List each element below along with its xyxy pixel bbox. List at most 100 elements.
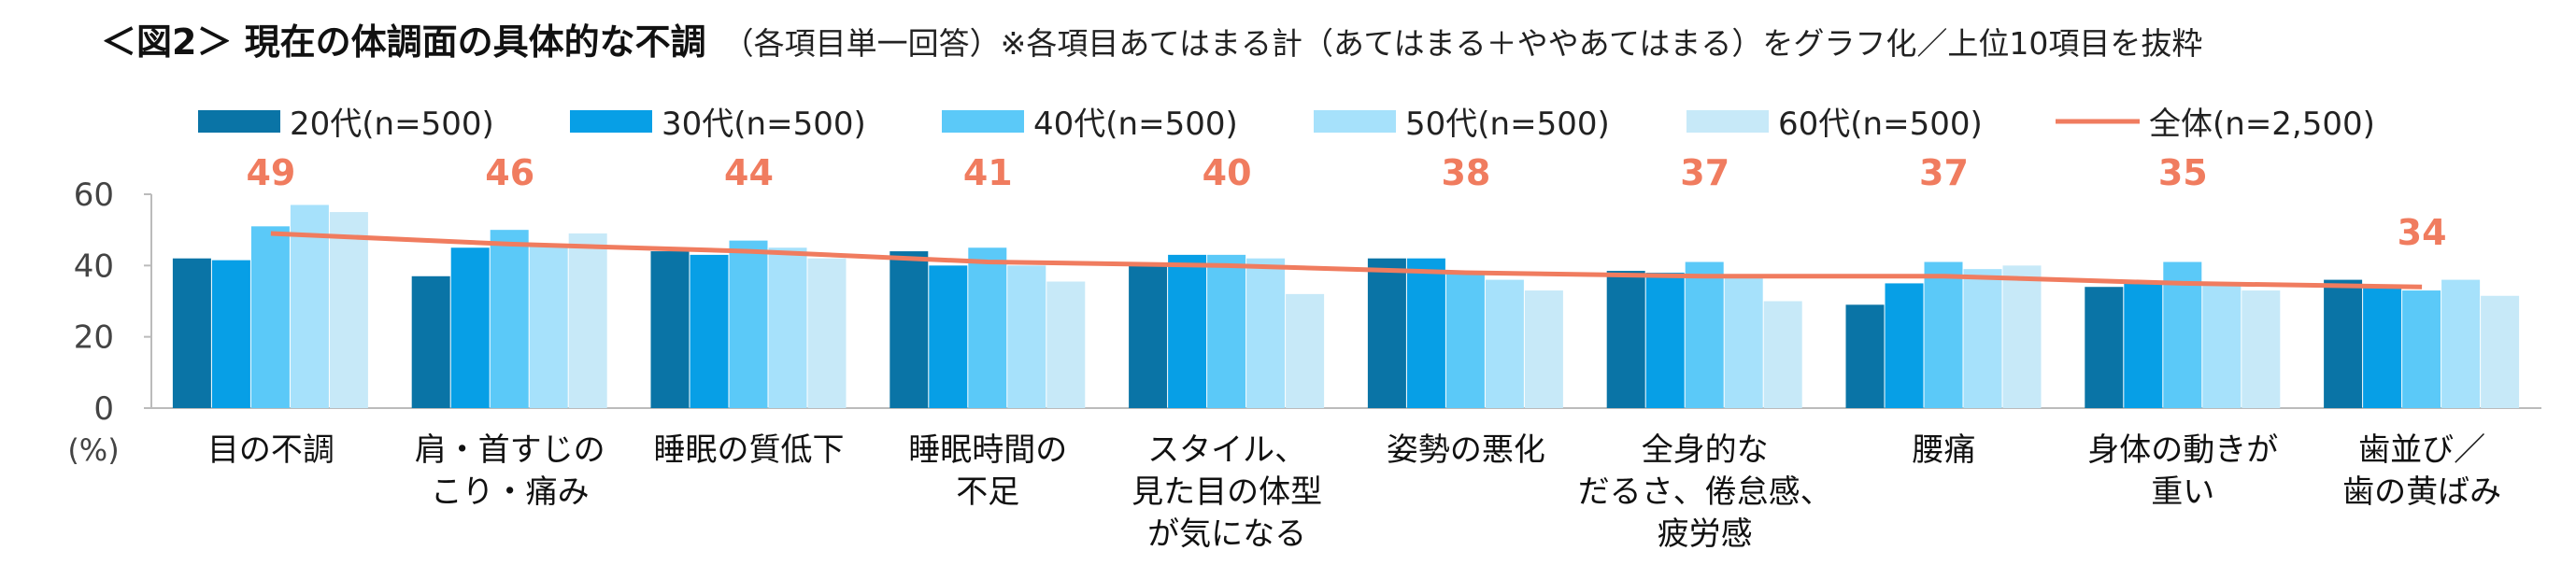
- bar: [1485, 279, 1524, 408]
- x-tick-label: 歯並び／: [2358, 431, 2485, 469]
- data-label: 37: [1680, 152, 1729, 193]
- bar: [650, 251, 690, 408]
- y-tick-label: 60: [74, 177, 114, 214]
- bar: [1406, 258, 1445, 408]
- bar: [2481, 295, 2520, 408]
- bar: [290, 205, 329, 408]
- bar: [1007, 265, 1046, 408]
- bar: [490, 230, 529, 408]
- x-tick-label: 睡眠時間の: [908, 431, 1067, 469]
- x-tick-label: 肩・首すじの: [415, 431, 605, 469]
- legend: 20代(n=500) 30代(n=500) 40代(n=500) 50代(n=500)…: [198, 106, 2375, 143]
- bar: [2242, 290, 2281, 408]
- x-tick-label: 睡眠の質低下: [654, 431, 845, 469]
- x-tick-label: 身体の動きが: [2087, 431, 2278, 469]
- x-tick-label: 姿勢の悪化: [1387, 431, 1545, 469]
- legend-swatch: [1686, 110, 1769, 133]
- bar: [2324, 279, 2363, 408]
- x-tick-label: 疲労感: [1658, 515, 1753, 553]
- bar: [2402, 290, 2441, 408]
- x-tick-label: 腰痛: [1913, 431, 1976, 469]
- data-label: 49: [246, 152, 295, 193]
- bar: [1246, 258, 1286, 408]
- bar: [1046, 281, 1086, 408]
- chart-note: （各項目単一回答）※各項目あてはまる計（あてはまる＋ややあてはまる）をグラフ化／…: [722, 25, 2203, 62]
- bar: [2363, 287, 2402, 408]
- legend-swatch: [198, 110, 280, 133]
- bar: [807, 258, 847, 408]
- y-tick-label: 20: [74, 319, 114, 357]
- data-label: 40: [1203, 152, 1252, 193]
- x-tick-label: 重い: [2151, 473, 2214, 511]
- bar: [1367, 258, 1406, 408]
- bars: [172, 205, 2520, 408]
- legend-label: 20代(n=500): [290, 106, 494, 143]
- x-tick-label: 見た目の体型: [1131, 473, 1322, 511]
- total-series-line: [270, 231, 2423, 290]
- bar: [2002, 265, 2042, 408]
- bar: [411, 275, 450, 408]
- bar: [329, 212, 368, 408]
- bar: [1129, 265, 1168, 408]
- bar: [529, 244, 568, 408]
- bar: [1685, 261, 1724, 408]
- bar: [450, 247, 490, 408]
- bar: [1885, 283, 1924, 408]
- bar: [2441, 279, 2481, 408]
- data-label: 34: [2398, 212, 2447, 253]
- x-tick-label: 目の不調: [207, 431, 334, 469]
- x-tick-label: 歯の黄ばみ: [2342, 473, 2501, 511]
- legend-label: 40代(n=500): [1033, 106, 1238, 143]
- bar: [172, 258, 211, 408]
- chart-title: ＜図2＞ 現在の体調面の具体的な不調: [101, 21, 706, 63]
- data-label: 44: [724, 152, 774, 193]
- x-tick-label: だるさ、倦怠感、: [1578, 473, 1832, 511]
- bar: [1207, 254, 1246, 408]
- data-label: 41: [963, 152, 1013, 193]
- bar: [729, 240, 768, 408]
- bar: [1168, 254, 1207, 408]
- bar: [768, 247, 807, 408]
- y-tick-label: 40: [74, 247, 114, 285]
- bar: [211, 260, 250, 408]
- legend-label: 全体(n=2,500): [2149, 106, 2375, 143]
- bar: [568, 233, 607, 408]
- bar: [968, 247, 1007, 408]
- bar: [2163, 261, 2202, 408]
- legend-label: 30代(n=500): [662, 106, 866, 143]
- data-label: 38: [1441, 152, 1490, 193]
- bar: [2202, 283, 2242, 408]
- bar: [250, 226, 290, 408]
- bar: [2124, 283, 2163, 408]
- legend-label: 60代(n=500): [1778, 106, 1983, 143]
- legend-swatch: [1314, 110, 1396, 133]
- legend-label: 50代(n=500): [1405, 106, 1610, 143]
- legend-swatch: [570, 110, 652, 133]
- bar: [1963, 269, 2002, 408]
- bar: [1645, 272, 1685, 408]
- x-tick-label: 不足: [956, 473, 1019, 511]
- bar: [890, 251, 929, 408]
- bar: [1763, 301, 1802, 408]
- bar: [690, 254, 729, 408]
- total-line: 49 46 44 41 40 38 37 37 35 34: [246, 152, 2447, 290]
- bar: [1445, 272, 1485, 408]
- bar: [1924, 261, 1963, 408]
- data-label: 37: [1919, 152, 1969, 193]
- bar: [1524, 290, 1563, 408]
- x-tick-label: 全身的な: [1642, 431, 1769, 469]
- legend-swatch: [942, 110, 1024, 133]
- bar: [1606, 271, 1645, 408]
- bar: [929, 265, 968, 408]
- bar: [1286, 293, 1325, 408]
- x-tick-label: こり・痛み: [431, 473, 590, 511]
- x-tick-label: スタイル、: [1147, 431, 1306, 469]
- x-tick-label: が気になる: [1147, 515, 1306, 553]
- bar: [2085, 287, 2124, 408]
- bar: [1845, 304, 1885, 408]
- data-label: 46: [485, 152, 534, 193]
- y-tick-label: 0: [93, 390, 114, 428]
- title-row: ＜図2＞ 現在の体調面の具体的な不調 （各項目単一回答）※各項目あてはまる計（あて…: [101, 13, 2202, 64]
